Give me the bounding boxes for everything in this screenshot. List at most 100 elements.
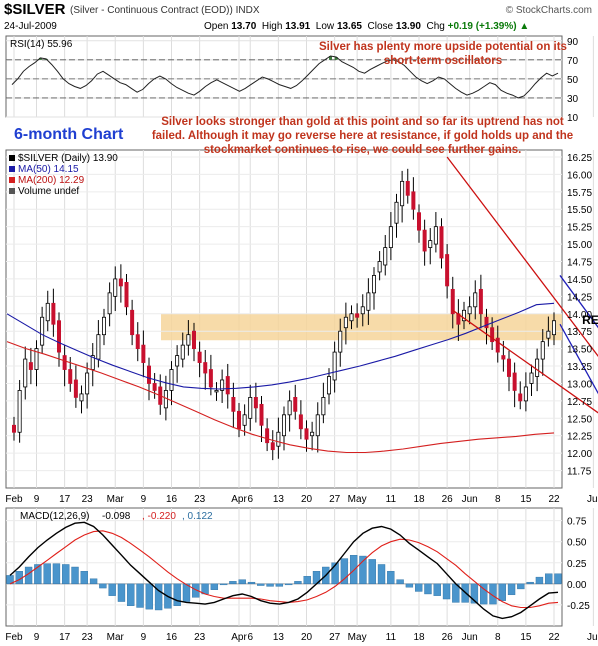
macd-histogram-bar <box>257 583 265 586</box>
up-candle <box>461 309 466 322</box>
up-candle <box>360 306 365 315</box>
down-candle <box>270 442 275 451</box>
macd-histogram-bar <box>368 559 376 585</box>
legend-swatch <box>9 166 15 172</box>
x-axis-tick-label: Jun <box>462 632 478 643</box>
down-candle <box>11 424 16 433</box>
chg-value: +0.19 (+1.39%) <box>447 21 517 32</box>
macd-histogram-bar <box>210 583 219 590</box>
watermark: © StockCharts.com <box>505 5 592 16</box>
downtrend-upper-line <box>446 156 598 358</box>
price-tick-label: 13.25 <box>567 362 592 373</box>
resistance-label: RES. <box>582 313 598 327</box>
x-axis-tick-label: 6 <box>247 632 253 643</box>
x-axis-tick-label: 6 <box>247 494 253 505</box>
macd-histogram-bar <box>480 583 488 605</box>
down-candle <box>416 212 421 231</box>
up-candle <box>428 240 433 248</box>
down-candle <box>490 327 495 343</box>
down-candle <box>208 369 213 388</box>
x-axis-tick-label: 9 <box>141 494 147 505</box>
up-candle <box>40 316 45 346</box>
x-axis-tick-label: Jul <box>587 494 598 505</box>
price-tick-label: 14.00 <box>567 310 592 321</box>
price-tick-label: 15.75 <box>567 188 592 199</box>
x-axis-tick-label: Apr <box>231 494 247 505</box>
up-candle <box>383 247 388 266</box>
rsi-line <box>11 55 559 99</box>
x-axis-tick-label: 22 <box>548 632 560 643</box>
up-candle <box>45 302 50 322</box>
x-axis-tick-label: 11 <box>386 632 397 643</box>
down-candle <box>355 313 360 318</box>
up-candle <box>338 330 343 353</box>
x-axis-tick-label: 18 <box>413 632 425 643</box>
x-axis-tick-label: 13 <box>273 632 285 643</box>
rsi-tick-label: 50 <box>567 75 579 86</box>
x-axis-tick-label: 9 <box>34 632 40 643</box>
high-value: 13.91 <box>285 21 311 32</box>
x-axis-tick-label: 23 <box>82 494 94 505</box>
down-candle <box>411 191 416 210</box>
up-candle <box>388 226 393 248</box>
x-axis-tick-label: 15 <box>520 632 532 643</box>
up-candle <box>34 348 39 370</box>
x-axis-tick-label: 27 <box>329 494 341 505</box>
macd-tick-label: 0.50 <box>567 538 587 549</box>
legend-swatch <box>9 177 15 183</box>
down-candle <box>118 278 123 287</box>
down-candle <box>62 355 67 370</box>
macd-histogram-bar <box>414 583 423 592</box>
price-tick-label: 15.50 <box>567 205 592 216</box>
up-candle <box>529 372 534 384</box>
rsi-tick-label: 10 <box>567 113 579 124</box>
down-candle <box>495 337 500 353</box>
macd-tick-label: 0.25 <box>567 559 587 570</box>
up-candle <box>90 355 95 370</box>
up-candle <box>242 414 247 426</box>
down-candle <box>68 369 73 384</box>
price-legend-entry: MA(200) 12.29 <box>18 175 85 186</box>
x-axis-tick-label: 17 <box>59 494 71 505</box>
down-candle <box>450 288 455 315</box>
macd-histogram-bar <box>498 583 506 601</box>
down-candle <box>506 358 511 377</box>
open-value: 13.70 <box>231 21 257 32</box>
x-axis-tick-label: 15 <box>520 494 532 505</box>
chart-period-label: 6-month Chart <box>14 126 124 143</box>
x-axis-tick-label: 8 <box>495 494 501 505</box>
up-candle <box>287 400 292 416</box>
down-candle <box>141 344 146 363</box>
price-tick-label: 11.75 <box>567 467 592 478</box>
x-axis-tick-label: 9 <box>141 632 147 643</box>
x-axis-tick-label: Feb <box>5 494 23 505</box>
down-candle <box>203 362 208 374</box>
chart-header: $SILVER (Silver - Continuous Contract (E… <box>0 0 598 36</box>
down-candle <box>57 320 62 353</box>
down-candle <box>152 383 157 391</box>
up-candle <box>180 344 185 360</box>
x-axis-tick-label: May <box>348 494 367 505</box>
up-candle <box>113 278 118 297</box>
macd-histogram-bar <box>340 558 349 585</box>
macd-histogram-bar <box>80 571 88 585</box>
macd-histogram-bar <box>43 563 51 585</box>
macd-histogram-bar <box>554 573 562 585</box>
x-axis-tick-label: Mar <box>107 494 125 505</box>
up-candle <box>186 334 191 346</box>
up-candle <box>523 386 528 402</box>
x-axis-tick-label: Jun <box>462 494 478 505</box>
up-candle <box>349 313 354 322</box>
x-axis-tick-label: Feb <box>5 632 23 643</box>
up-candle <box>467 306 472 315</box>
price-tick-label: 14.75 <box>567 258 592 269</box>
up-candle <box>281 414 286 437</box>
up-candle <box>433 226 438 245</box>
macd-histogram-bar <box>192 583 200 598</box>
x-axis-tick-label: 20 <box>301 632 313 643</box>
up-candle <box>79 393 84 402</box>
x-axis-tick-label: 23 <box>194 494 206 505</box>
up-candle <box>85 372 90 395</box>
price-tick-label: 13.50 <box>567 345 592 356</box>
